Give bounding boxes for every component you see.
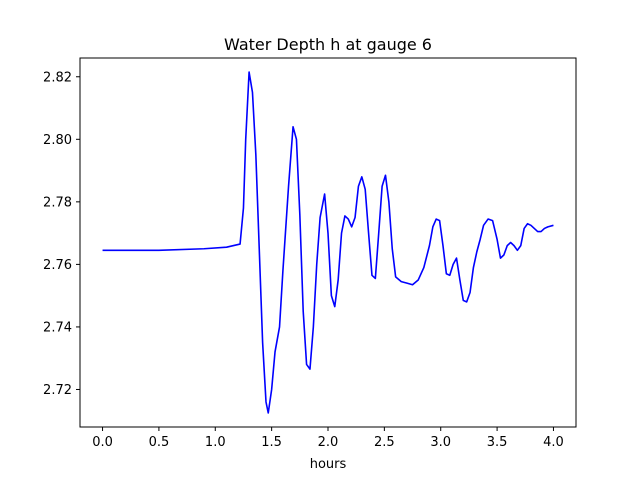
x-tick-label: 4.0 [543,435,564,450]
y-tick-label: 2.76 [43,258,72,273]
x-tick-label: 2.0 [318,435,339,450]
x-tick-label: 3.0 [430,435,451,450]
x-tick-label: 3.5 [487,435,508,450]
y-tick-label: 2.72 [43,383,72,398]
x-tick-label: 2.5 [374,435,395,450]
y-tick-label: 2.80 [43,133,72,148]
plot-area: 0.0 0.5 1.0 1.5 2.0 2.5 3.0 3.5 4.0 2.72 2.74 2.76 2… [43,57,577,450]
y-tick-label: 2.82 [43,70,72,85]
x-tick-label: 1.5 [261,435,282,450]
x-axis-label: hours [310,457,347,472]
y-tick-label: 2.74 [43,320,72,335]
x-tick-label: 0.5 [149,435,170,450]
chart-title: Water Depth h at gauge 6 [224,35,432,54]
x-tick-label: 1.0 [205,435,226,450]
x-tick-label: 0.0 [92,435,113,450]
y-tick-label: 2.78 [43,195,72,210]
series-line-0 [102,71,554,414]
